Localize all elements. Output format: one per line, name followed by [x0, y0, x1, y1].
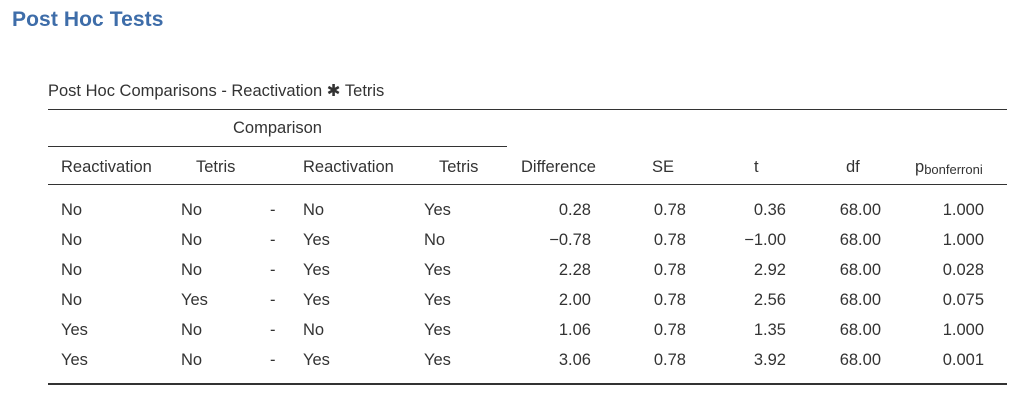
header-p-sub: bonferroni: [924, 162, 983, 177]
cell-separator: -: [270, 351, 276, 369]
cell-difference: 2.28: [558, 261, 591, 279]
cell-t: 3.92: [753, 351, 786, 369]
cell-p-bonferroni: 0.075: [942, 291, 984, 309]
header-tetris-2: Tetris: [439, 158, 479, 176]
cell-separator: -: [270, 261, 276, 279]
cell-reactivation-2: No: [303, 201, 325, 219]
cell-tetris-1: No: [181, 351, 203, 369]
cell-se: 0.78: [653, 351, 686, 369]
cell-tetris-2: Yes: [424, 201, 451, 219]
section-title: Post Hoc Tests: [12, 8, 164, 31]
cell-reactivation-1: Yes: [61, 321, 88, 339]
table-caption: Post Hoc Comparisons - Reactivation ✱ Te…: [48, 82, 385, 100]
cell-difference: −0.78: [549, 231, 591, 249]
cell-tetris-1: No: [181, 321, 203, 339]
cell-df: 68.00: [839, 261, 881, 279]
cell-separator: -: [270, 291, 276, 309]
comparison-spanner-rule: [48, 146, 507, 147]
cell-difference: 3.06: [558, 351, 591, 369]
cell-p-bonferroni: 0.028: [942, 261, 984, 279]
cell-tetris-2: Yes: [424, 291, 451, 309]
cell-tetris-2: Yes: [424, 351, 451, 369]
cell-df: 68.00: [839, 291, 881, 309]
cell-reactivation-2: Yes: [303, 231, 330, 249]
header-reactivation-1: Reactivation: [61, 158, 152, 176]
cell-se: 0.78: [653, 261, 686, 279]
cell-difference: 1.06: [558, 321, 591, 339]
cell-df: 68.00: [839, 321, 881, 339]
cell-separator: -: [270, 231, 276, 249]
table-bottom-rule: [48, 383, 1007, 385]
cell-p-bonferroni: 1.000: [942, 231, 984, 249]
cell-tetris-1: No: [181, 231, 203, 249]
cell-se: 0.78: [653, 201, 686, 219]
cell-df: 68.00: [839, 351, 881, 369]
header-tetris-1: Tetris: [196, 158, 236, 176]
cell-t: 0.36: [753, 201, 786, 219]
cell-df: 68.00: [839, 231, 881, 249]
header-df: df: [846, 158, 860, 176]
cell-reactivation-2: Yes: [303, 291, 330, 309]
header-difference: Difference: [521, 158, 596, 176]
cell-difference: 2.00: [558, 291, 591, 309]
cell-reactivation-1: No: [61, 201, 83, 219]
cell-tetris-2: Yes: [424, 261, 451, 279]
cell-se: 0.78: [653, 231, 686, 249]
cell-reactivation-2: Yes: [303, 351, 330, 369]
cell-reactivation-1: No: [61, 231, 83, 249]
cell-reactivation-1: No: [61, 261, 83, 279]
comparison-spanner: Comparison: [233, 119, 322, 137]
cell-t: 1.35: [753, 321, 786, 339]
cell-separator: -: [270, 201, 276, 219]
header-se: SE: [652, 158, 675, 176]
cell-p-bonferroni: 0.001: [942, 351, 984, 369]
cell-t: 2.92: [753, 261, 786, 279]
cell-difference: 0.28: [558, 201, 591, 219]
cell-t: −1.00: [744, 231, 786, 249]
cell-separator: -: [270, 321, 276, 339]
header-reactivation-2: Reactivation: [303, 158, 394, 176]
cell-reactivation-1: No: [61, 291, 83, 309]
cell-reactivation-2: No: [303, 321, 325, 339]
table-header-rule: [48, 184, 1007, 185]
cell-reactivation-2: Yes: [303, 261, 330, 279]
cell-tetris-1: No: [181, 201, 203, 219]
cell-p-bonferroni: 1.000: [942, 321, 984, 339]
cell-tetris-2: Yes: [424, 321, 451, 339]
table-top-rule: [48, 109, 1007, 110]
header-t: t: [754, 158, 759, 176]
cell-reactivation-1: Yes: [61, 351, 88, 369]
cell-t: 2.56: [753, 291, 786, 309]
cell-se: 0.78: [653, 321, 686, 339]
header-p-bonferroni: pbonferroni: [915, 157, 983, 178]
cell-tetris-1: Yes: [181, 291, 208, 309]
cell-se: 0.78: [653, 291, 686, 309]
cell-df: 68.00: [839, 201, 881, 219]
cell-tetris-2: No: [424, 231, 446, 249]
header-p-main: p: [915, 158, 925, 176]
cell-p-bonferroni: 1.000: [942, 201, 984, 219]
cell-tetris-1: No: [181, 261, 203, 279]
